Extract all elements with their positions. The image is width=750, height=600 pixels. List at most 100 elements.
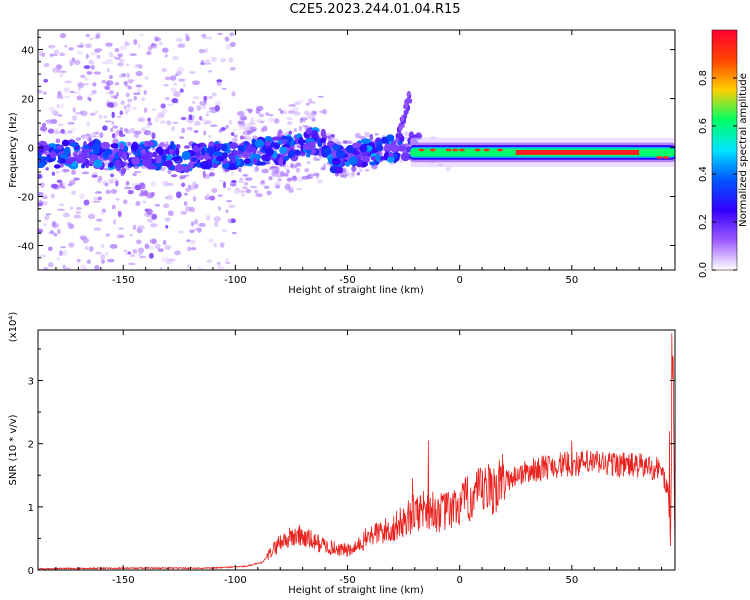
spectrogram-x-axis: -150 -100 -50 0 50 bbox=[55, 30, 663, 286]
noise-blob bbox=[278, 108, 282, 111]
noise-blob bbox=[198, 222, 206, 228]
noise-blob bbox=[161, 109, 169, 113]
band-blob bbox=[232, 150, 242, 155]
noise-blob bbox=[186, 239, 191, 243]
noise-blob bbox=[213, 242, 217, 248]
noise-blob bbox=[230, 171, 235, 176]
noise-blob bbox=[129, 53, 138, 56]
band-blob bbox=[146, 140, 155, 147]
band-blob bbox=[289, 149, 296, 158]
noise-blob bbox=[123, 249, 128, 252]
noise-blob bbox=[229, 67, 236, 71]
noise-blob bbox=[318, 156, 323, 160]
noise-blob bbox=[185, 33, 189, 38]
noise-blob bbox=[151, 108, 156, 111]
noise-blob bbox=[287, 121, 293, 125]
purple-blob bbox=[115, 180, 119, 187]
noise-blob bbox=[209, 106, 216, 111]
band-blob bbox=[61, 139, 70, 147]
noise-blob bbox=[241, 192, 245, 198]
noise-blob bbox=[154, 243, 161, 250]
band-blob bbox=[359, 144, 368, 153]
spectrogram-y-axis: -40 -20 0 20 40 bbox=[18, 36, 675, 271]
noise-blob bbox=[374, 133, 379, 136]
noise-blob bbox=[203, 130, 207, 136]
noise-blob bbox=[217, 194, 223, 197]
noise-blob bbox=[60, 274, 64, 278]
noise-blob bbox=[295, 188, 303, 191]
noise-blob bbox=[92, 82, 97, 87]
band-blob bbox=[123, 145, 129, 152]
noise-blob bbox=[57, 123, 64, 126]
noise-blob bbox=[177, 44, 185, 49]
band-blob bbox=[375, 153, 381, 163]
noise-blob bbox=[73, 59, 81, 66]
wisp-blob bbox=[406, 92, 411, 98]
noise-blob bbox=[83, 83, 90, 86]
noise-blob bbox=[164, 76, 171, 81]
noise-blob bbox=[105, 189, 111, 195]
band-blob bbox=[221, 152, 228, 159]
noise-blob bbox=[133, 39, 138, 45]
band-blob bbox=[38, 162, 46, 169]
noise-blob bbox=[140, 275, 144, 277]
x-tick-label: 50 bbox=[565, 275, 578, 286]
band-blob bbox=[38, 151, 42, 161]
noise-blob bbox=[185, 187, 192, 192]
noise-blob bbox=[192, 96, 200, 100]
band-blob bbox=[43, 156, 50, 161]
band-blob bbox=[63, 146, 71, 155]
noise-blob bbox=[206, 192, 211, 198]
purple-blob bbox=[327, 135, 332, 139]
purple-blob bbox=[127, 141, 132, 146]
noise-blob bbox=[72, 106, 76, 113]
noise-blob bbox=[311, 110, 318, 115]
noise-blob bbox=[110, 127, 114, 133]
noise-blob bbox=[165, 96, 170, 101]
noise-blob bbox=[191, 80, 200, 86]
purple-blob bbox=[202, 170, 206, 178]
noise-blob bbox=[56, 271, 60, 276]
noise-blob bbox=[202, 36, 209, 40]
noise-blob bbox=[161, 47, 169, 53]
band-blob bbox=[213, 151, 223, 157]
purple-blob bbox=[83, 65, 91, 70]
noise-blob bbox=[200, 59, 205, 65]
band-blob bbox=[353, 150, 360, 156]
peak-spot bbox=[429, 148, 436, 152]
y-tick-label: 20 bbox=[21, 95, 34, 106]
noise-blob bbox=[80, 74, 86, 79]
band-blob bbox=[280, 135, 290, 141]
noise-blob bbox=[85, 43, 92, 49]
noise-blob bbox=[112, 138, 118, 143]
band-blob bbox=[335, 150, 346, 159]
noise-blob bbox=[351, 170, 355, 176]
noise-blob bbox=[86, 70, 92, 76]
wisp-blob bbox=[398, 133, 403, 139]
noise-blob bbox=[188, 106, 193, 110]
noise-blob bbox=[91, 89, 98, 95]
noise-blob bbox=[76, 44, 84, 48]
noise-blob bbox=[201, 105, 207, 110]
noise-blob bbox=[132, 173, 137, 177]
x-tick-label: -150 bbox=[112, 575, 135, 586]
noise-blob bbox=[77, 85, 82, 92]
noise-blob bbox=[76, 258, 81, 263]
noise-blob bbox=[190, 246, 197, 251]
noise-blob bbox=[133, 95, 138, 101]
noise-blob bbox=[229, 32, 235, 37]
noise-blob bbox=[93, 71, 102, 75]
noise-blob bbox=[88, 93, 94, 96]
purple-blob bbox=[125, 181, 130, 186]
noise-blob bbox=[51, 222, 59, 229]
purple-blob bbox=[102, 125, 108, 131]
noise-blob bbox=[161, 68, 168, 72]
band-blob bbox=[123, 153, 128, 161]
noise-blob bbox=[175, 37, 183, 43]
noise-blob bbox=[137, 247, 145, 254]
noise-blob bbox=[144, 76, 149, 80]
purple-blob bbox=[139, 182, 146, 190]
purple-blob bbox=[111, 133, 116, 139]
noise-blob bbox=[273, 118, 280, 124]
band-blob bbox=[397, 145, 407, 152]
